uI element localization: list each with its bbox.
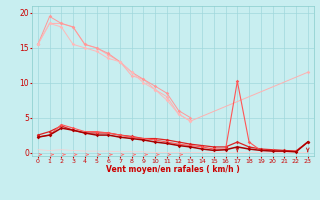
X-axis label: Vent moyen/en rafales ( km/h ): Vent moyen/en rafales ( km/h ): [106, 165, 240, 174]
